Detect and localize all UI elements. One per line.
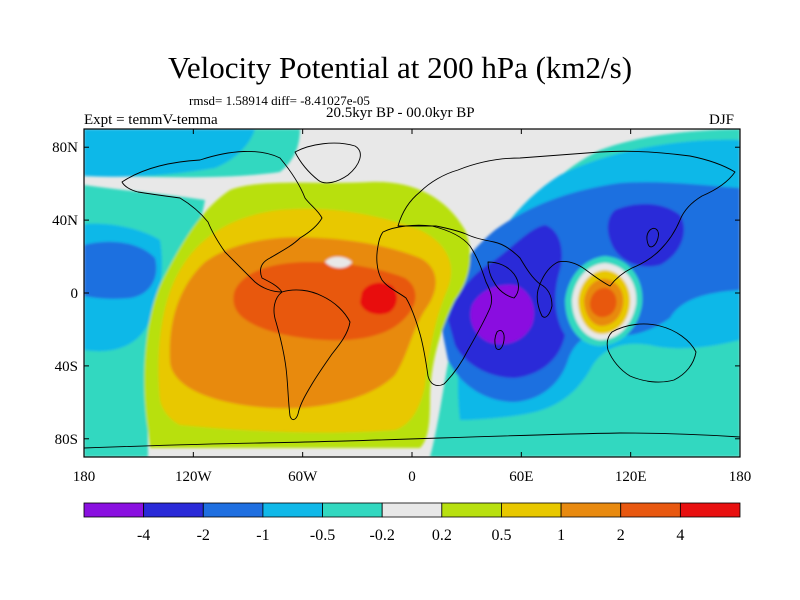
plot-title: Velocity Potential at 200 hPa (km2/s) <box>167 50 633 85</box>
x-tick-label: 180 <box>73 469 96 485</box>
contour-region <box>360 282 397 315</box>
x-tick-label: 0 <box>408 469 416 485</box>
y-tick-label: 40N <box>52 213 78 229</box>
x-tick-label: 120E <box>615 469 647 485</box>
axis-layer: 180 120W 60W 0 60E 120E 180 80N 40N 0 40S 80S <box>52 129 751 485</box>
coastline-arabia-india <box>487 261 553 318</box>
colorbar-label: 4 <box>676 527 684 544</box>
y-tick-label: 80N <box>52 140 78 156</box>
contour-field <box>84 129 740 457</box>
colorbar-swatch <box>441 502 502 518</box>
coastlines <box>84 142 740 449</box>
x-tick-label: 60E <box>509 469 533 485</box>
contour-region <box>233 262 416 341</box>
period-label: 20.5kyr BP - 00.0kyr BP <box>326 105 475 121</box>
colorbar-swatch <box>560 502 622 518</box>
x-tick-label: 120W <box>175 469 213 485</box>
coastline-antarctica <box>84 432 740 449</box>
stats-text: rmsd= 1.58914 diff= -8.41027e-05 <box>189 93 370 108</box>
colorbar-label: -4 <box>137 527 150 544</box>
colorbar-swatch <box>322 502 383 518</box>
x-tick-label: 60W <box>288 469 318 485</box>
y-tick-label: 0 <box>71 286 79 302</box>
coastline-eurasia <box>397 150 736 287</box>
contour-region <box>84 129 255 177</box>
colorbar-label: 0.5 <box>491 527 511 544</box>
colorbar-label: -1 <box>256 527 269 544</box>
colorbar-label: -2 <box>197 527 210 544</box>
y-tick-label: 40S <box>55 359 78 375</box>
contour-region <box>607 203 684 267</box>
contour-region <box>84 241 157 299</box>
colorbar-swatch <box>381 502 443 518</box>
colorbar: -4 -2 -1 -0.5 -0.2 0.2 0.5 1 2 4 <box>83 502 741 544</box>
y-tick-label: 80S <box>55 432 78 448</box>
colorbar-swatch <box>83 502 145 518</box>
coastline-madagascar <box>494 329 505 351</box>
contour-region <box>589 287 617 318</box>
coastline-africa <box>376 224 493 387</box>
colorbar-label: -0.2 <box>370 527 395 544</box>
coastline-japan <box>646 227 659 248</box>
colorbar-swatch <box>262 502 323 518</box>
colorbar-label: -0.5 <box>310 527 335 544</box>
colorbar-swatch <box>143 502 204 518</box>
coastline-greenland <box>294 142 361 184</box>
x-tick-label: 180 <box>729 469 752 485</box>
coastline-australia <box>606 323 697 383</box>
coastline-north-america <box>121 151 323 293</box>
experiment-label: Expt = temmV-temma <box>84 112 218 128</box>
coastline-south-america <box>273 289 351 421</box>
contour-region <box>325 256 352 268</box>
colorbar-swatch <box>679 502 741 518</box>
season-label: DJF <box>709 112 735 128</box>
colorbar-label: 0.2 <box>432 527 452 544</box>
colorbar-label: 2 <box>617 527 625 544</box>
colorbar-swatch <box>501 502 562 518</box>
colorbar-label: 1 <box>557 527 565 544</box>
colorbar-swatch <box>202 502 264 518</box>
colorbar-swatch <box>620 502 681 518</box>
contour-region <box>470 284 535 345</box>
